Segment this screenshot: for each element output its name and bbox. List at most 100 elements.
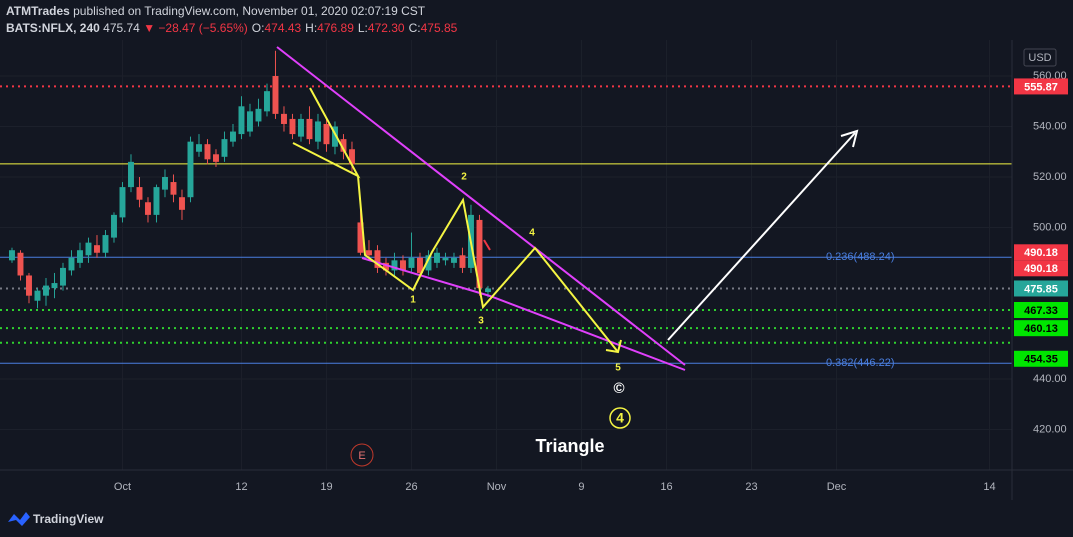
candle-body <box>417 257 423 273</box>
price-tag-label: 490.18 <box>1024 263 1058 275</box>
levels: 0.236(488.24) 0.382(446.22) <box>0 85 1012 369</box>
x-tick-label: 12 <box>235 481 247 493</box>
wave-4-label: 4 <box>616 410 624 426</box>
y-tick-label: 440.00 <box>1033 373 1067 385</box>
price-tag-label: 454.35 <box>1024 354 1058 366</box>
x-tick-label: Nov <box>487 481 507 493</box>
candle-body <box>374 250 381 268</box>
candle-body <box>289 118 296 135</box>
ohlc-label: H: <box>305 21 317 35</box>
price-tag <box>1014 320 1068 337</box>
candle-body <box>111 214 117 238</box>
candle-body <box>323 123 330 145</box>
y-tick-label: 540.00 <box>1033 120 1067 132</box>
candle-body <box>281 113 287 124</box>
candle-body <box>136 187 143 200</box>
candle-body <box>230 131 236 142</box>
x-tick-label: 23 <box>745 481 757 493</box>
last-price: 475.74 <box>103 21 140 35</box>
symbol: BATS:NFLX, 240 <box>6 21 100 35</box>
candle-body <box>383 262 389 271</box>
candle-body <box>221 139 228 157</box>
wave-label: 5 <box>615 363 621 374</box>
ohlc-label: O: <box>252 21 265 35</box>
price-tag <box>1014 350 1068 367</box>
x-tick-label: 14 <box>983 481 995 493</box>
candle-body <box>162 177 168 190</box>
candle-body <box>102 235 109 253</box>
candle-body <box>425 255 432 271</box>
price-tag-label: 460.13 <box>1024 323 1058 335</box>
candle-body <box>51 283 58 289</box>
candle-body <box>340 139 347 152</box>
candle-body <box>196 144 202 152</box>
candle-body <box>298 118 304 137</box>
ohlc-value: 476.89 <box>317 21 354 35</box>
candle-body <box>34 290 41 301</box>
y-tick-label: 520.00 <box>1033 171 1067 183</box>
brand: TradingView <box>33 512 104 526</box>
candle-body <box>408 257 415 268</box>
candle-body <box>213 154 219 162</box>
ohlc-value: 474.43 <box>264 21 301 35</box>
wave-label: 2 <box>461 172 467 183</box>
price-tag <box>1014 301 1068 318</box>
ohlc-value: 475.85 <box>421 21 458 35</box>
price-tag <box>1014 280 1068 297</box>
logo <box>8 512 30 526</box>
candle-body <box>315 121 321 142</box>
ohlc-label: L: <box>358 21 368 35</box>
wave-label: 1 <box>410 295 416 306</box>
change: ▼ −28.47 (−5.65%) <box>143 21 248 35</box>
price-tags: 555.87 490.18 490.18 475.85 467.33 460.13 454.… <box>1014 78 1068 367</box>
fib-label: 0.382(446.22) <box>826 357 895 369</box>
candle-body <box>459 255 466 268</box>
candle-body <box>247 111 253 132</box>
candle-body <box>9 250 15 261</box>
candle-body <box>349 149 355 165</box>
published: published on TradingView.com, November 0… <box>70 4 426 18</box>
candle-body <box>391 260 398 271</box>
price-tag-label: 467.33 <box>1024 305 1058 317</box>
wave-label: 3 <box>478 316 484 327</box>
candles <box>9 50 491 309</box>
candle-body <box>255 108 262 122</box>
drawings <box>276 46 859 371</box>
price-tag <box>1014 78 1068 95</box>
candle-body <box>485 288 491 293</box>
wave-label: 4 <box>529 228 535 239</box>
price-tag-label: 555.87 <box>1024 81 1058 93</box>
candle-body <box>128 161 134 188</box>
ohlc-label: C: <box>409 21 421 35</box>
triangle-upper-line <box>276 46 686 366</box>
publisher: ATMTrades <box>6 4 70 18</box>
pattern-label: Triangle <box>535 436 604 456</box>
projection-arrow-head <box>840 129 859 148</box>
y-tick-label: 500.00 <box>1033 221 1067 233</box>
earnings-label: E <box>358 450 365 462</box>
earnings-circle <box>350 443 374 467</box>
y-tick-label: 420.00 <box>1033 423 1067 435</box>
projection-arrow <box>667 132 856 341</box>
x-tick-label: 19 <box>320 481 332 493</box>
candle-body <box>442 257 449 261</box>
x-tick-label: Oct <box>114 481 131 493</box>
candle-body <box>400 260 406 271</box>
candle-body <box>68 257 75 271</box>
candle-body <box>85 242 92 256</box>
candle-body <box>332 126 338 147</box>
x-tick-label: Dec <box>827 481 847 493</box>
candle-body <box>170 182 177 195</box>
candle-body <box>60 267 66 286</box>
candle-body <box>272 76 279 114</box>
x-tick-label: 16 <box>660 481 672 493</box>
candle-body <box>306 118 313 140</box>
wave-c-label: © <box>613 380 624 397</box>
candle-body <box>77 250 83 263</box>
fib-label: 0.236(488.24) <box>826 251 895 263</box>
ohlc-value: 472.30 <box>368 21 405 35</box>
candle-body <box>179 197 185 210</box>
